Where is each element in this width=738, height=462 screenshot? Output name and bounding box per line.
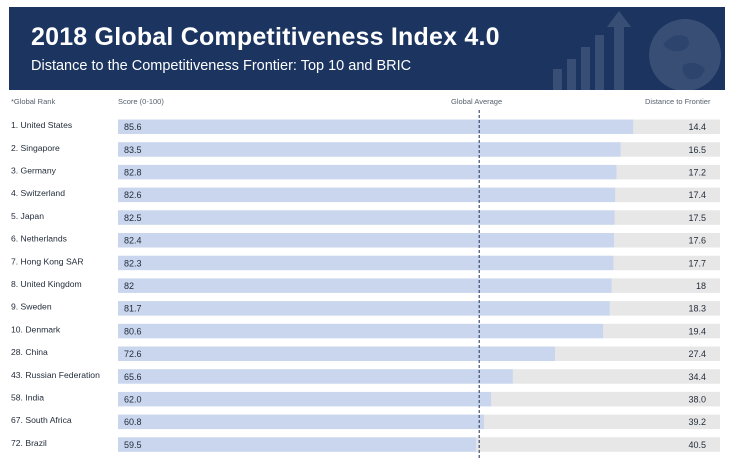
score-column-header: Score (0-100) — [118, 97, 164, 106]
frontier-gap-bar — [611, 278, 720, 293]
score-value-label: 81.7 — [124, 304, 142, 314]
frontier-gap-bar — [512, 369, 720, 384]
score-bar — [118, 391, 492, 407]
score-bar — [118, 119, 634, 134]
frontier-gap-bar — [633, 119, 720, 134]
score-bar — [118, 210, 615, 225]
frontier-gap-bar — [603, 323, 720, 339]
country-label: 2. Singapore — [11, 143, 60, 153]
score-value-label: 82.3 — [124, 258, 142, 268]
distance-value-label: 34.4 — [688, 372, 706, 382]
score-bar — [118, 301, 610, 316]
frontier-gap-bar — [616, 164, 720, 180]
country-label: 10. Denmark — [11, 324, 61, 334]
score-value-label: 83.5 — [124, 145, 142, 155]
distance-value-label: 18 — [696, 281, 706, 291]
country-label: 6. Netherlands — [11, 234, 67, 244]
country-label: 7. Hong Kong SAR — [11, 256, 84, 266]
country-label: 9. Sweden — [11, 302, 52, 312]
distance-value-label: 16.5 — [688, 145, 706, 155]
distance-value-label: 27.4 — [688, 349, 706, 359]
score-value-label: 60.8 — [124, 417, 142, 427]
frontier-gap-bar — [615, 187, 720, 203]
chart-subtitle: Distance to the Competitiveness Frontier… — [31, 58, 412, 74]
frontier-gap-bar — [613, 255, 720, 271]
title-banner: 2018 Global Competitiveness Index 4.0 Di… — [9, 7, 725, 90]
country-label: 28. China — [11, 347, 48, 357]
score-value-label: 82.4 — [124, 236, 142, 246]
growth-globe-icon — [553, 11, 721, 90]
distance-value-label: 38.0 — [688, 394, 706, 404]
country-label: 3. Germany — [11, 165, 57, 175]
score-bar — [118, 142, 621, 157]
score-value-label: 82.8 — [124, 167, 142, 177]
score-bar — [118, 278, 612, 293]
score-bar — [118, 369, 513, 384]
score-bar — [118, 437, 477, 452]
distance-value-label: 17.7 — [688, 258, 706, 268]
score-bar — [118, 164, 617, 180]
frontier-gap-bar — [609, 301, 720, 316]
frontier-gap-bar — [476, 437, 720, 452]
distance-value-label: 19.4 — [688, 326, 706, 336]
rank-column-header: *Global Rank — [11, 97, 56, 106]
score-value-label: 65.6 — [124, 372, 142, 382]
score-value-label: 72.6 — [124, 349, 142, 359]
frontier-gap-bar — [555, 346, 720, 361]
distance-value-label: 17.5 — [688, 213, 706, 223]
distance-value-label: 17.6 — [688, 236, 706, 246]
country-label: 43. Russian Federation — [11, 370, 100, 380]
score-value-label: 59.5 — [124, 440, 142, 450]
distance-column-header: Distance to Frontier — [645, 97, 711, 106]
score-value-label: 82.5 — [124, 213, 142, 223]
score-bar — [118, 255, 614, 271]
country-label: 72. Brazil — [11, 438, 47, 448]
score-bar — [118, 323, 604, 339]
frontier-gap-bar — [614, 210, 720, 225]
country-label: 5. Japan — [11, 211, 44, 221]
score-bar — [118, 414, 485, 430]
score-value-label: 80.6 — [124, 326, 142, 336]
score-bar — [118, 346, 556, 361]
chart-title: 2018 Global Competitiveness Index 4.0 — [31, 23, 500, 51]
distance-value-label: 39.2 — [688, 417, 706, 427]
score-value-label: 85.6 — [124, 122, 142, 132]
country-label: 1. United States — [11, 120, 72, 130]
country-label: 8. United Kingdom — [11, 279, 82, 289]
distance-value-label: 17.2 — [688, 167, 706, 177]
distance-value-label: 14.4 — [688, 122, 706, 132]
country-label: 67. South Africa — [11, 415, 72, 425]
frontier-gap-bar — [620, 142, 720, 157]
country-label: 58. India — [11, 392, 44, 402]
score-value-label: 62.0 — [124, 394, 142, 404]
score-value-label: 82 — [124, 281, 134, 291]
country-label: 4. Switzerland — [11, 188, 65, 198]
distance-value-label: 17.4 — [688, 190, 706, 200]
distance-value-label: 18.3 — [688, 304, 706, 314]
score-value-label: 82.6 — [124, 190, 142, 200]
distance-value-label: 40.5 — [688, 440, 706, 450]
global-average-header: Global Average — [451, 97, 503, 106]
score-bar — [118, 187, 616, 203]
score-bar — [118, 233, 615, 248]
frontier-gap-bar — [484, 414, 720, 430]
frontier-gap-bar — [614, 233, 720, 248]
frontier-gap-bar — [491, 391, 720, 407]
